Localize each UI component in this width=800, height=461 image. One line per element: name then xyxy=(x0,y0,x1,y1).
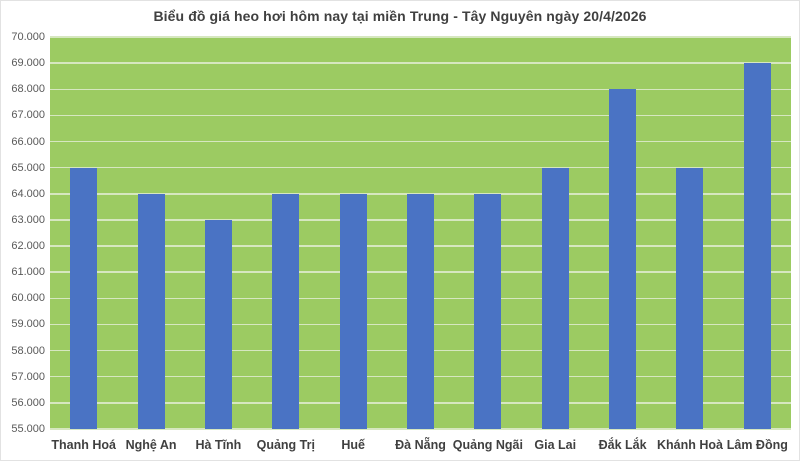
y-axis-tick-label: 69.000 xyxy=(11,57,45,70)
y-axis-tick-label: 63.000 xyxy=(11,213,45,226)
bar-Gia Lai xyxy=(541,167,569,429)
bar-Huế xyxy=(339,193,367,429)
gridline xyxy=(50,114,791,117)
category-label: Huế xyxy=(341,438,365,452)
category-label: Gia Lai xyxy=(534,438,577,452)
gridline xyxy=(50,88,791,91)
gridline xyxy=(50,140,791,143)
category-label: Đà Nẵng xyxy=(395,438,446,452)
category-label: Thanh Hoá xyxy=(51,438,116,452)
category-label: Quảng Ngãi xyxy=(452,438,523,452)
chart-title: Biểu đồ giá heo hơi hôm nay tại miền Tru… xyxy=(153,8,647,24)
plot-area xyxy=(50,36,791,430)
gridline xyxy=(50,36,791,38)
bar-Hà Tĩnh xyxy=(204,219,232,429)
gridline xyxy=(50,193,791,195)
y-axis-tick-label: 57.000 xyxy=(11,370,45,383)
category-label: Quảng Trị xyxy=(256,438,315,452)
bar-Quảng Trị xyxy=(272,193,300,429)
category-label: Đắk Lắk xyxy=(598,438,647,452)
y-axis-tick-label: 62.000 xyxy=(11,240,45,253)
bar-Đà Nẵng xyxy=(407,193,434,429)
bar-Đắk Lắk xyxy=(609,89,637,429)
category-label: Hà Tĩnh xyxy=(195,438,242,452)
y-axis-tick-label: 56.000 xyxy=(11,396,45,409)
y-axis-tick-label: 60.000 xyxy=(11,292,45,305)
y-axis-tick-label: 70.000 xyxy=(11,31,45,43)
bar-Quảng Ngãi xyxy=(474,193,502,429)
bar-Nghệ An xyxy=(137,193,165,429)
y-axis-tick-label: 61.000 xyxy=(11,266,45,279)
y-axis-tick-label: 65.000 xyxy=(11,161,45,174)
bar-Thanh Hoá xyxy=(70,167,98,429)
y-axis-tick-label: 67.000 xyxy=(11,109,45,122)
y-axis-tick-label: 55.000 xyxy=(11,423,45,435)
category-label: Nghệ An xyxy=(125,438,177,452)
category-label: Khánh Hoà xyxy=(656,438,723,452)
gridline xyxy=(50,166,791,169)
y-axis-tick-label: 66.000 xyxy=(11,135,45,148)
y-axis-tick-label: 68.000 xyxy=(11,83,45,96)
y-axis-tick-label: 58.000 xyxy=(11,344,45,357)
gridline xyxy=(50,62,791,64)
bar-Khánh Hoà xyxy=(676,167,704,429)
bar-Lâm Đồng xyxy=(743,63,771,429)
y-axis-tick-label: 64.000 xyxy=(11,187,45,200)
y-axis-tick-label: 59.000 xyxy=(11,318,45,331)
category-label: Lâm Đồng xyxy=(726,438,788,452)
gridline xyxy=(50,428,791,430)
